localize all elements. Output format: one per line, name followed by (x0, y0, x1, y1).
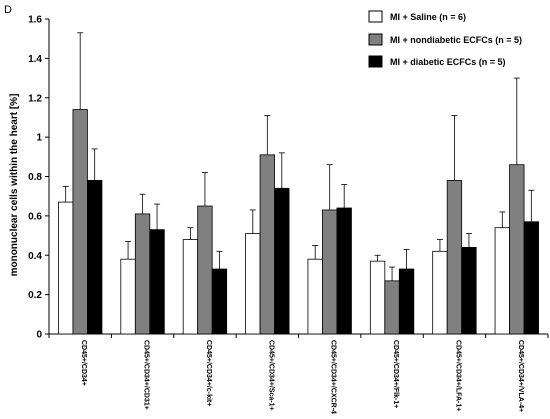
category-label: CD45+/CD34+/VLA-4+ (517, 340, 524, 412)
y-tick-label: 1.2 (28, 93, 42, 104)
category-label: CD45+/CD34+/CD31+ (143, 340, 150, 410)
bars (58, 109, 539, 335)
bar-nondiabetic (259, 154, 275, 335)
legend-label-saline: MI + Saline (n = 6) (390, 12, 466, 22)
bar-nondiabetic (384, 280, 400, 335)
bar-diabetic (398, 268, 415, 335)
y-tick-label: 0.4 (28, 251, 42, 262)
category-label: CD45+/CD34+ (80, 340, 87, 386)
bar-nondiabetic (322, 209, 338, 335)
y-axis: 0 0.2 0.4 0.6 0.8 1 1.2 1.4 1.6 (28, 15, 50, 341)
category-label: CD45+/CD34+/Sca-1+ (267, 340, 274, 411)
bar-saline (432, 250, 448, 335)
category-label: CD45+/CD34+/LFA-1+ (454, 340, 461, 411)
bar-saline (494, 227, 510, 335)
x-axis (48, 333, 549, 338)
bar-saline (307, 258, 323, 335)
bar-saline (369, 260, 386, 335)
bar-saline (245, 233, 261, 335)
y-tick-label: 0.6 (28, 211, 42, 222)
bar-nondiabetic (197, 205, 213, 335)
error-bars (62, 32, 535, 281)
bar-diabetic (211, 268, 228, 335)
bar-diabetic (274, 187, 290, 335)
y-tick-label: 0 (36, 330, 42, 341)
bar-nondiabetic (72, 109, 88, 335)
y-tick-label: 0.2 (28, 290, 42, 301)
bar-diabetic (523, 221, 539, 335)
panel-label: D (4, 4, 12, 16)
bar-saline (120, 258, 136, 335)
legend-label-diabetic: MI + diabetic ECFCs (n = 5) (390, 57, 506, 67)
bar-diabetic (461, 246, 477, 335)
legend-swatch-nondiabetic (368, 33, 383, 46)
category-label: CD45+/CD34+/CXCR-4 (330, 340, 337, 414)
bar-nondiabetic (134, 213, 151, 335)
legend: MI + Saline (n = 6) MI + nondiabetic ECF… (368, 10, 522, 68)
legend-swatch-saline (368, 10, 383, 23)
bar-diabetic (336, 207, 352, 335)
y-tick-label: 1.4 (28, 54, 42, 65)
y-tick-label: 0.8 (28, 172, 42, 183)
bar-saline (58, 201, 74, 335)
y-tick-label: 1.6 (28, 15, 42, 26)
legend-swatch-diabetic (368, 55, 383, 68)
bar-saline (182, 239, 199, 335)
category-labels: CD45+/CD34+ CD45+/CD34+/CD31+ CD45+/CD34+/… (80, 340, 524, 414)
bar-nondiabetic (509, 164, 525, 335)
category-label: CD45+/CD34+/c-kit+ (205, 340, 212, 406)
legend-label-nondiabetic: MI + nondiabetic ECFCs (n = 5) (390, 35, 522, 45)
bar-nondiabetic (446, 180, 463, 335)
bar-diabetic (149, 229, 165, 335)
y-tick-label: 1 (36, 133, 42, 144)
y-axis-label: mononuclear cells within the heart [%] (9, 94, 20, 277)
category-label: CD45+/CD34+/Flk-1+ (392, 340, 399, 408)
bar-diabetic (87, 180, 103, 335)
